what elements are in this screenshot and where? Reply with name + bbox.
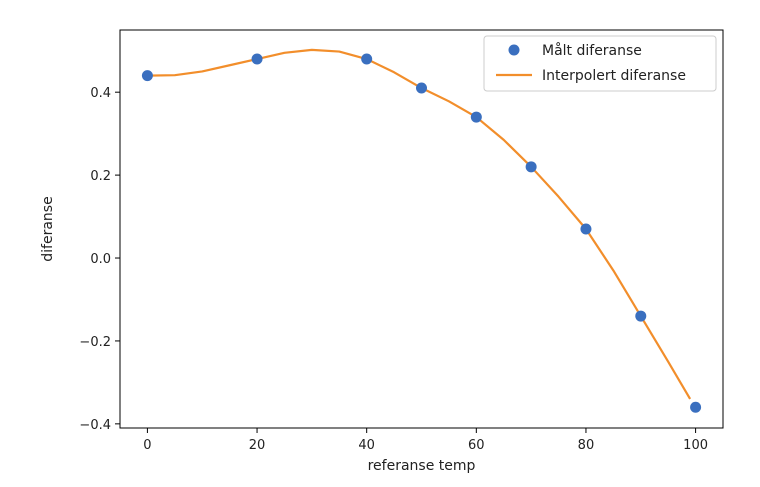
data-point-maalt (416, 82, 427, 94)
data-point-maalt (635, 310, 647, 322)
series-line-interpolert (147, 48, 692, 400)
data-point-maalt (580, 223, 592, 235)
y-axis-ticks: −0.4 −0.2 0.0 0.2 0.4 (79, 86, 120, 433)
y-tick-label: 0.2 (90, 169, 111, 184)
plot-frame (119, 29, 724, 429)
legend-box (483, 35, 717, 92)
legend-marker-maalt (508, 44, 520, 56)
x-tick-label: 80 (578, 438, 595, 453)
y-axis-label: diferanse (40, 196, 56, 261)
x-tick-label: 20 (249, 438, 266, 453)
x-tick-label: 100 (683, 438, 708, 453)
x-axis-label: referanse temp (368, 458, 476, 474)
legend: Målt diferanse Interpolert diferanse (483, 35, 717, 92)
plot-area (119, 29, 724, 429)
y-tick-label: 0.4 (90, 86, 111, 101)
y-tick-label: 0.0 (90, 252, 111, 267)
data-point-maalt (361, 53, 373, 65)
data-point-maalt (690, 401, 702, 413)
x-tick-label: 60 (468, 438, 485, 453)
y-tick-label: −0.4 (79, 418, 111, 433)
y-tick-label: −0.2 (79, 335, 111, 350)
x-tick-label: 40 (358, 438, 375, 453)
data-point-maalt (470, 111, 482, 123)
data-point-maalt (141, 70, 153, 82)
x-axis-ticks: 0 20 40 60 80 100 (143, 428, 708, 453)
x-tick-label: 0 (143, 438, 151, 453)
legend-label-maalt: Målt diferanse (542, 42, 642, 59)
data-point-maalt (251, 53, 263, 65)
data-point-maalt (525, 161, 537, 173)
legend-label-interpolert: Interpolert diferanse (542, 68, 686, 84)
